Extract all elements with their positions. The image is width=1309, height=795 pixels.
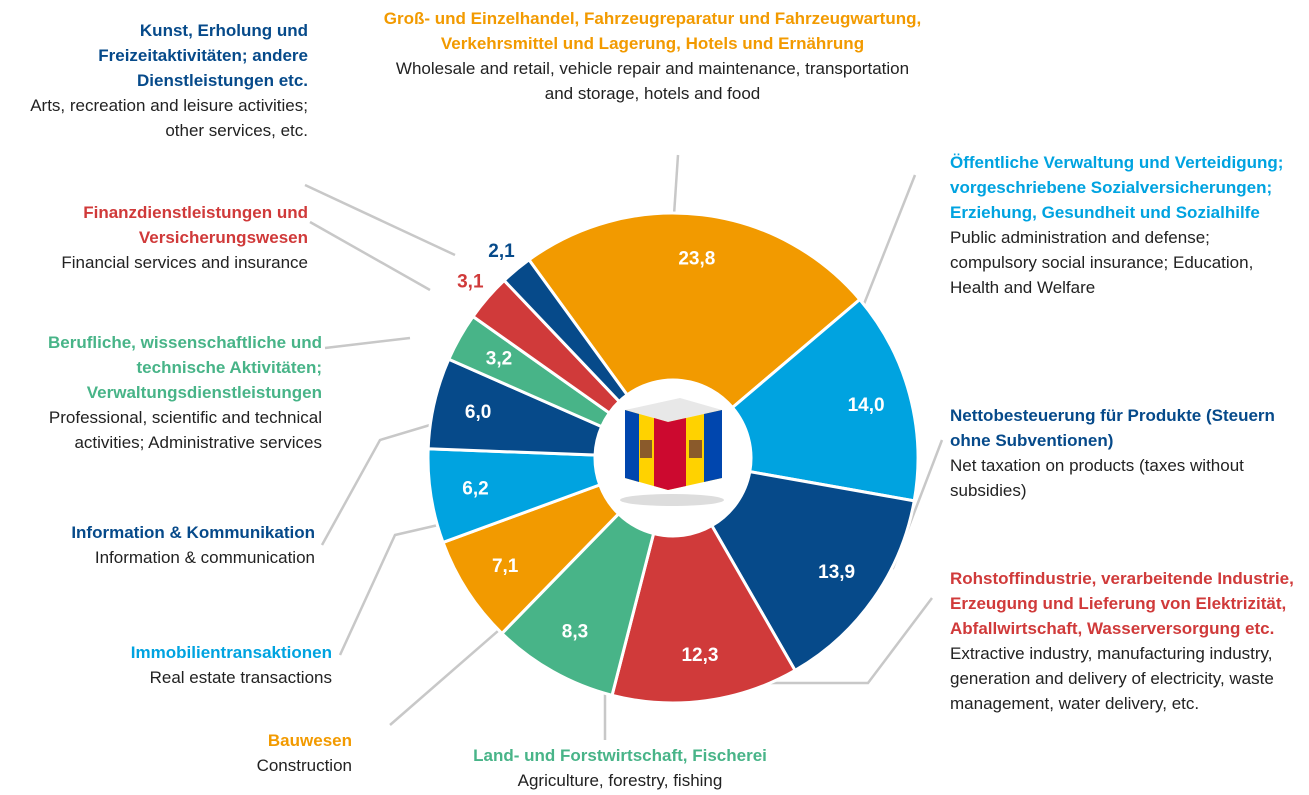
label-de: Nettobesteuerung für Produkte (Steuern o… (950, 406, 1275, 450)
value-label: 13,9 (818, 562, 855, 583)
label-de: Land- und Forstwirtschaft, Fischerei (473, 746, 767, 765)
label-de: Groß- und Einzelhandel, Fahrzeugreparatu… (383, 9, 922, 53)
value-label: 3,1 (457, 272, 484, 293)
label-en: Public administration and defense; compu… (950, 228, 1254, 297)
label-de: Finanzdienstleistungen und Versicherungs… (83, 203, 308, 247)
leader-line (745, 597, 933, 685)
value-label: 12,3 (681, 645, 718, 666)
value-label: 6,0 (465, 402, 491, 423)
label: Rohstoffindustrie, verarbeitende Industr… (950, 566, 1305, 716)
label: Land- und Forstwirtschaft, Fischerei Agri… (380, 743, 860, 793)
label: Information & Kommunikation Information &… (0, 520, 315, 570)
value-label: 14,0 (848, 395, 885, 416)
label-de: Öffentliche Verwaltung und Verteidigung;… (950, 153, 1284, 222)
segments (426, 211, 920, 705)
label: Berufliche, wissenschaftliche und techni… (0, 330, 322, 455)
value-label: 23,8 (678, 248, 715, 269)
label: Öffentliche Verwaltung und Verteidigung;… (950, 150, 1285, 300)
leader-line (309, 220, 431, 292)
value-label: 7,1 (492, 556, 519, 577)
label-en: Real estate transactions (149, 668, 332, 687)
label-de: Kunst, Erholung und Freizeitaktivitäten;… (98, 21, 308, 90)
label: Bauwesen Construction (100, 728, 352, 778)
label-de: Bauwesen (267, 731, 352, 750)
flag-icon (620, 398, 724, 506)
value-label: 2,1 (488, 241, 515, 262)
leader-line (304, 183, 456, 257)
label-de: Berufliche, wissenschaftliche und techni… (48, 333, 322, 402)
label-de: Information & Kommunikation (71, 523, 315, 542)
leader-line (320, 423, 431, 546)
label: Kunst, Erholung und Freizeitaktivitäten;… (0, 18, 308, 143)
label-en: Information & communication (94, 548, 315, 567)
label-de: Rohstoffindustrie, verarbeitende Industr… (950, 569, 1294, 638)
label-en: Agriculture, forestry, fishing (517, 771, 723, 790)
label-en: Extractive industry, manufacturing indus… (950, 644, 1274, 713)
label-en: Net taxation on products (taxes without … (950, 456, 1244, 500)
value-label: 8,3 (562, 621, 588, 642)
label-en: Wholesale and retail, vehicle repair and… (395, 59, 910, 103)
label-en: Financial services and insurance (61, 253, 308, 272)
label: Immobilientransaktionen Real estate trans… (20, 640, 332, 690)
label: Finanzdienstleistungen und Versicherungs… (0, 200, 308, 275)
label-de: Immobilientransaktionen (130, 643, 332, 662)
value-label: 3,2 (486, 348, 512, 369)
value-label: 6,2 (462, 478, 488, 499)
leader-line (324, 336, 411, 350)
label-en: Construction (256, 756, 352, 775)
label: Nettobesteuerung für Produkte (Steuern o… (950, 403, 1290, 503)
label-en: Professional, scientific and technical a… (48, 408, 322, 452)
label: Groß- und Einzelhandel, Fahrzeugreparatu… (380, 6, 925, 106)
label-en: Arts, recreation and leisure activities;… (30, 96, 308, 140)
